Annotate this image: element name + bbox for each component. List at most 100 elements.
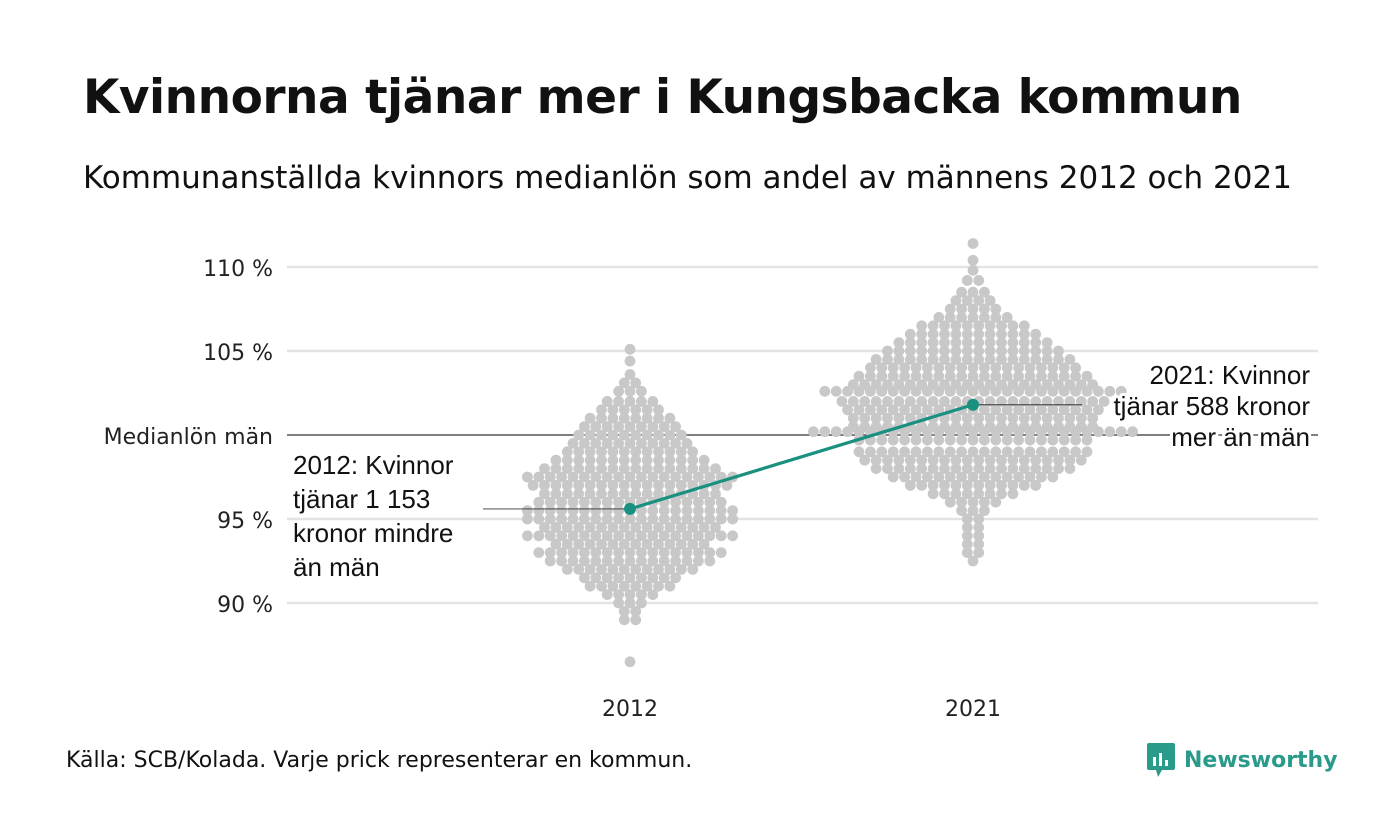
municipality-dot [893,354,905,365]
municipality-dot [808,426,819,438]
municipality-dot [681,496,693,508]
municipality-dot [698,463,710,474]
municipality-dot [990,434,1002,446]
municipality-dot [647,547,659,558]
municipality-dot [961,513,973,525]
newsworthy-logo-icon [1147,743,1175,777]
municipality-dot [961,463,973,474]
municipality-dot [636,530,647,542]
municipality-dot [1058,370,1070,382]
municipality-dot [967,446,979,458]
municipality-dot [973,538,985,550]
municipality-dot [887,362,899,374]
municipality-dot [847,396,859,407]
municipality-dot [1070,434,1081,446]
municipality-dot [567,496,579,508]
municipality-dot [561,522,573,533]
y-tick-label: 95 % [217,509,273,534]
municipality-dot [927,320,939,332]
municipality-dot [1018,463,1030,474]
municipality-dot [539,463,550,474]
municipality-dot [653,404,664,416]
municipality-dot [1007,480,1019,491]
municipality-dot [1081,426,1093,438]
municipality-dot [1098,396,1110,407]
municipality-dot [984,396,996,407]
municipality-dot [842,404,853,416]
municipality-dot [584,463,596,474]
source-note: Källa: SCB/Kolada. Varje prick represent… [66,748,693,773]
annotation-2021-line: tjänar 588 kronor [1113,391,1310,421]
municipality-dot [853,404,865,416]
municipality-dot [715,547,727,558]
municipality-dot [887,434,899,446]
municipality-dot [630,488,642,500]
municipality-dot [984,337,996,348]
municipality-dot [544,547,556,558]
municipality-dot [727,530,738,542]
municipality-dot [675,454,687,466]
municipality-dot [1018,328,1030,340]
municipality-dot [727,505,738,516]
municipality-dot [910,446,922,458]
municipality-dot [1093,404,1104,416]
municipality-dot [990,426,1002,438]
municipality-dot [624,572,636,584]
municipality-dot [870,454,882,466]
municipality-dot [561,488,573,500]
municipality-dot [961,412,973,424]
municipality-dot [882,345,893,357]
municipality-dot [573,538,585,550]
municipality-dot [939,488,950,500]
municipality-dot [573,480,585,491]
y-tick-label: 90 % [217,593,273,618]
municipality-dot [1064,412,1076,424]
municipality-dot [1018,320,1030,332]
municipality-dot [647,396,659,407]
municipality-dot [670,513,681,525]
municipality-dot [904,463,916,474]
municipality-dot [544,555,556,567]
municipality-dot [687,446,699,458]
municipality-dot [882,454,893,466]
municipality-dot [664,580,676,592]
municipality-dot [956,312,967,323]
annotation-2012-line: än män [293,552,380,582]
municipality-dot [630,454,642,466]
municipality-dot [636,572,647,584]
municipality-dot [613,513,624,525]
municipality-dot [573,522,585,533]
municipality-dot [899,404,910,416]
municipality-dot [550,480,562,491]
newsworthy-brand[interactable]: Newsworthy [1146,742,1338,778]
municipality-dot [1024,471,1036,483]
municipality-dot [1001,471,1013,483]
municipality-dot [550,454,562,466]
municipality-dot [979,303,990,315]
municipality-dot [830,426,842,438]
municipality-dot [910,426,922,438]
municipality-dot [1036,426,1047,438]
municipality-dot [624,396,636,407]
municipality-dot [973,275,985,286]
municipality-dot [973,463,985,474]
municipality-dot [556,555,567,567]
municipality-dot [693,555,704,567]
municipality-dot [961,454,973,466]
municipality-dot [630,522,642,533]
municipality-dot [865,385,876,397]
municipality-dot [584,412,596,424]
municipality-dot [916,328,928,340]
municipality-dot [939,337,950,348]
municipality-dot [624,355,636,367]
municipality-dot [961,522,973,533]
municipality-dot [1115,385,1127,397]
municipality-dot [607,454,619,466]
municipality-dot [1013,370,1024,382]
municipality-dot [1053,345,1064,357]
municipality-dot [973,354,985,365]
municipality-dot [590,438,602,449]
municipality-dot [904,396,916,407]
municipality-dot [927,480,939,491]
municipality-dot [579,471,590,483]
